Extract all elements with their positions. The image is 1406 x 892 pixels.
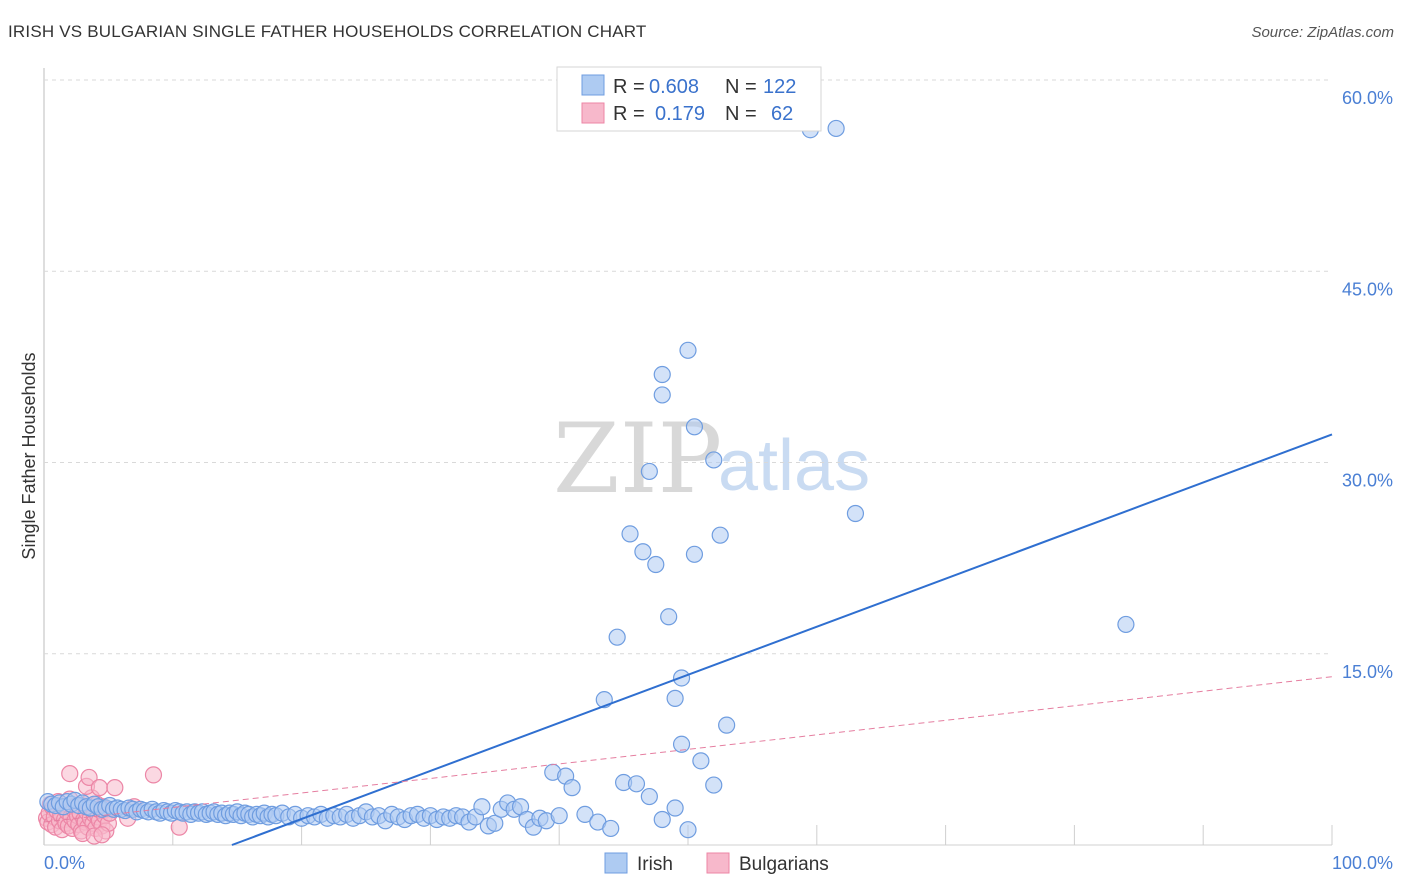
irish-point	[711, 526, 729, 544]
bottom-legend-swatch-irish	[604, 852, 628, 874]
legend-irish-r-label: R =	[613, 76, 645, 98]
bulgarian-point	[80, 768, 98, 787]
irish-point	[660, 608, 678, 626]
irish-point	[627, 775, 646, 793]
bulgarian-point	[61, 764, 79, 783]
y-tick-label-45: 45.0%	[1342, 279, 1393, 299]
legend-swatch-bulgarian	[581, 102, 605, 124]
legend-bulgarian-n-value: 62	[771, 103, 793, 125]
irish-point	[602, 819, 620, 838]
y-axis-title: Single Father Households	[19, 352, 39, 559]
legend-bulgarian-n-label: N =	[725, 103, 757, 125]
x-tick-marks	[172, 825, 1333, 845]
bottom-legend-label-irish: Irish	[637, 854, 673, 875]
irish-point	[846, 504, 865, 523]
irish-point	[550, 807, 568, 825]
y-tick-label-60: 60.0%	[1342, 88, 1393, 108]
bulgarian-point	[170, 818, 188, 836]
irish-point	[685, 418, 704, 436]
irish-point	[1117, 615, 1135, 634]
irish-point	[679, 821, 697, 839]
irish-point	[827, 119, 845, 138]
irish-point	[666, 799, 684, 817]
irish-point	[621, 525, 639, 543]
irish-trend-line	[231, 433, 1333, 846]
irish-point	[608, 628, 626, 646]
bulgarian-point	[93, 826, 111, 844]
legend-irish-n-value: 122	[763, 76, 796, 98]
chart-title: IRISH VS BULGARIAN SINGLE FATHER HOUSEHO…	[8, 22, 647, 41]
irish-point	[653, 386, 671, 404]
irish-point	[653, 810, 671, 829]
irish-point	[640, 462, 658, 481]
irish-point	[563, 779, 581, 797]
y-tick-labels: 15.0% 30.0% 45.0% 60.0%	[1342, 88, 1393, 682]
legend: R = 0.608 N = 122 R = 0.179 N = 62	[556, 66, 822, 132]
gridlines	[44, 79, 1332, 655]
irish-point	[666, 689, 684, 707]
irish-point	[634, 543, 652, 561]
x-tick-label-max: 100.0%	[1332, 853, 1393, 873]
irish-point	[576, 805, 594, 824]
irish-point	[692, 752, 710, 770]
irish-point	[640, 787, 658, 806]
irish-point	[705, 451, 723, 469]
irish-point	[473, 798, 491, 816]
irish-point	[647, 555, 665, 574]
irish-point	[705, 776, 723, 794]
legend-swatch-irish	[581, 74, 605, 96]
irish-point	[718, 716, 736, 734]
irish-point	[653, 365, 671, 384]
irish-point	[685, 545, 704, 563]
y-tick-label-15: 15.0%	[1342, 662, 1393, 682]
irish-point	[672, 735, 691, 753]
bottom-legend: Irish Bulgarians	[604, 852, 829, 875]
bulgarian-point	[106, 779, 124, 797]
irish-point	[679, 341, 697, 359]
bulgarian-point	[144, 766, 163, 784]
legend-irish-r-value: 0.608	[649, 76, 699, 98]
x-tick-label-min: 0.0%	[44, 853, 85, 873]
legend-irish-n-label: N =	[725, 76, 757, 98]
bulgarian-point	[90, 779, 108, 797]
legend-bulgarian-r-value: 0.179	[655, 103, 705, 125]
y-tick-label-30: 30.0%	[1342, 471, 1393, 491]
bulgarian-trend-line	[43, 676, 1333, 823]
watermark-atlas: atlas	[718, 426, 870, 506]
bottom-legend-label-bulgarian: Bulgarians	[739, 854, 829, 875]
bottom-legend-swatch-bulgarian	[706, 852, 730, 874]
legend-bulgarian-r-label: R =	[613, 103, 645, 125]
irish-point	[486, 814, 504, 832]
chart-source: Source: ZipAtlas.com	[1251, 24, 1394, 41]
